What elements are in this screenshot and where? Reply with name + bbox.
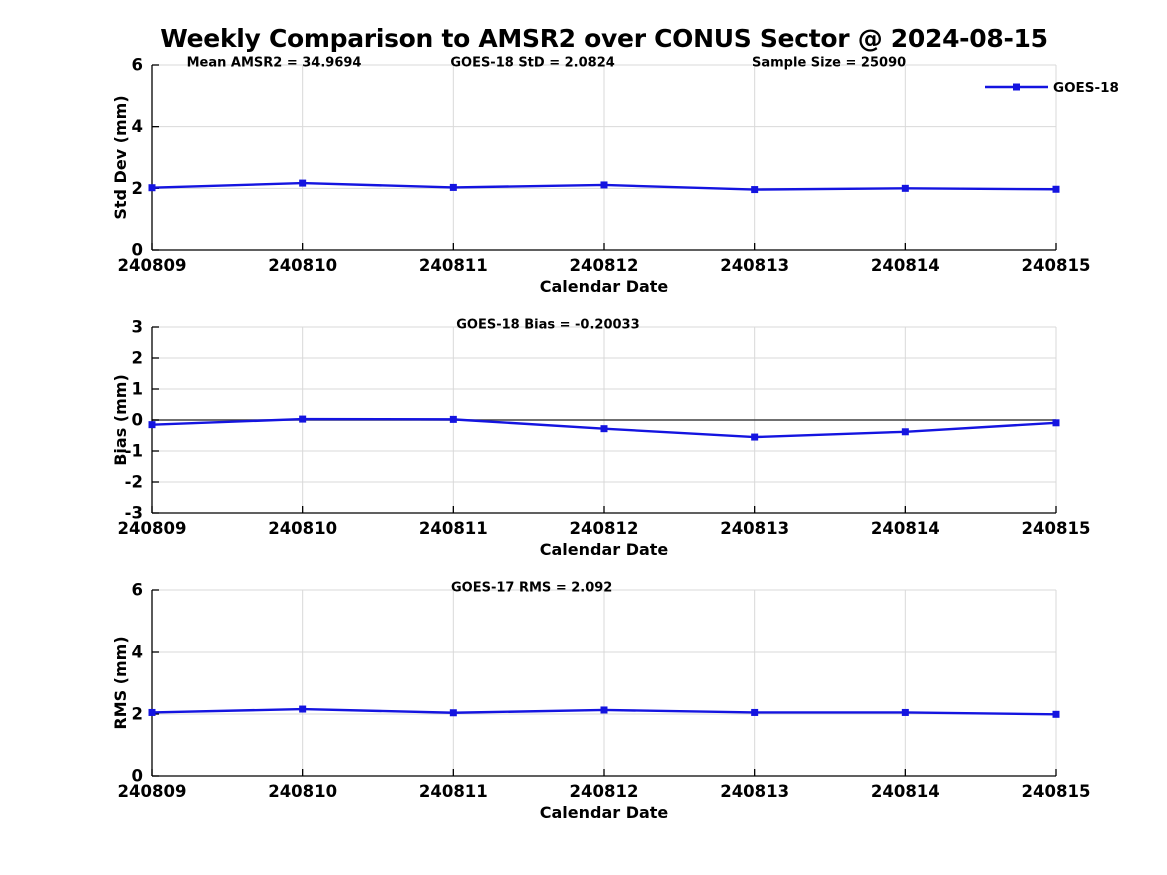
y-tick-label: 4 <box>132 643 143 662</box>
y-tick-label: 4 <box>132 117 143 136</box>
data-point-marker <box>600 425 608 433</box>
data-point-marker <box>299 705 307 713</box>
data-point-marker <box>148 421 156 429</box>
x-tick-label: 240813 <box>720 256 789 275</box>
y-tick-label: 2 <box>132 349 143 368</box>
data-point-marker <box>1052 185 1060 193</box>
data-point-marker <box>449 709 457 717</box>
legend-label: GOES-18 <box>1053 80 1119 96</box>
x-tick-label: 240811 <box>419 519 488 538</box>
x-tick-label: 240815 <box>1022 256 1091 275</box>
data-point-marker <box>901 184 909 192</box>
data-point-marker <box>751 186 759 194</box>
annotation: GOES-18 Bias = -0.20033 <box>456 318 639 333</box>
y-tick-label: 2 <box>132 179 143 198</box>
x-tick-label: 240813 <box>720 519 789 538</box>
x-tick-label: 240811 <box>419 256 488 275</box>
y-tick-label: -1 <box>125 442 143 461</box>
x-axis-label: Calendar Date <box>540 540 669 559</box>
data-point-marker <box>299 415 307 423</box>
x-axis-label: Calendar Date <box>540 803 669 822</box>
data-point-marker <box>148 708 156 716</box>
x-tick-label: 240809 <box>118 519 187 538</box>
y-axis-label: Bias (mm) <box>111 374 130 466</box>
plot-rms: 240809 240810 240811 240812 240813 240814 2408… <box>111 581 1090 823</box>
y-axis-label: Std Dev (mm) <box>111 95 130 219</box>
x-tick-label: 240815 <box>1022 782 1091 801</box>
data-point-marker <box>299 179 307 187</box>
x-tick-label: 240815 <box>1022 519 1091 538</box>
y-tick-label: 0 <box>132 767 143 786</box>
data-point-marker <box>600 181 608 189</box>
data-point-marker <box>600 706 608 714</box>
data-point-marker <box>148 184 156 192</box>
x-tick-label: 240810 <box>268 519 337 538</box>
annotation: GOES-18 StD = 2.0824 <box>450 56 614 71</box>
chart-title: Weekly Comparison to AMSR2 over CONUS Se… <box>160 24 1048 53</box>
y-tick-label: 6 <box>132 56 143 75</box>
annotation: GOES-17 RMS = 2.092 <box>451 581 612 596</box>
x-tick-label: 240812 <box>570 519 639 538</box>
x-tick-label: 240814 <box>871 519 940 538</box>
data-point-marker <box>901 428 909 436</box>
plot-bias: 240809 240810 240811 240812 240813 240814 2408… <box>111 318 1090 560</box>
data-point-marker <box>751 708 759 716</box>
x-tick-label: 240814 <box>871 782 940 801</box>
annotation: Mean AMSR2 = 34.9694 <box>187 56 362 71</box>
x-tick-label: 240811 <box>419 782 488 801</box>
y-tick-label: 0 <box>132 411 143 430</box>
y-tick-label: -2 <box>125 473 143 492</box>
x-tick-label: 240810 <box>268 256 337 275</box>
data-point-marker <box>449 415 457 423</box>
data-point-marker <box>751 433 759 441</box>
x-tick-label: 240809 <box>118 256 187 275</box>
x-tick-label: 240810 <box>268 782 337 801</box>
x-tick-label: 240812 <box>570 256 639 275</box>
y-tick-label: 2 <box>132 705 143 724</box>
y-tick-label: 1 <box>132 380 143 399</box>
x-tick-label: 240814 <box>871 256 940 275</box>
data-point-marker <box>1052 419 1060 427</box>
y-tick-label: 3 <box>132 318 143 337</box>
y-axis-label: RMS (mm) <box>111 636 130 729</box>
x-tick-label: 240812 <box>570 782 639 801</box>
data-point-marker <box>1052 710 1060 718</box>
x-tick-label: 240813 <box>720 782 789 801</box>
data-point-marker <box>901 708 909 716</box>
x-axis-label: Calendar Date <box>540 277 669 296</box>
legend: GOES-18 <box>985 80 1119 96</box>
x-tick-label: 240809 <box>118 782 187 801</box>
data-point-marker <box>449 183 457 191</box>
y-tick-label: 6 <box>132 581 143 600</box>
annotation: Sample Size = 25090 <box>752 56 906 71</box>
plot-std-dev: 240809 240810 240811 240812 240813 240814 2408… <box>111 56 1119 297</box>
legend-marker <box>1013 83 1020 91</box>
y-tick-label: -3 <box>125 504 143 523</box>
y-tick-label: 0 <box>132 241 143 260</box>
